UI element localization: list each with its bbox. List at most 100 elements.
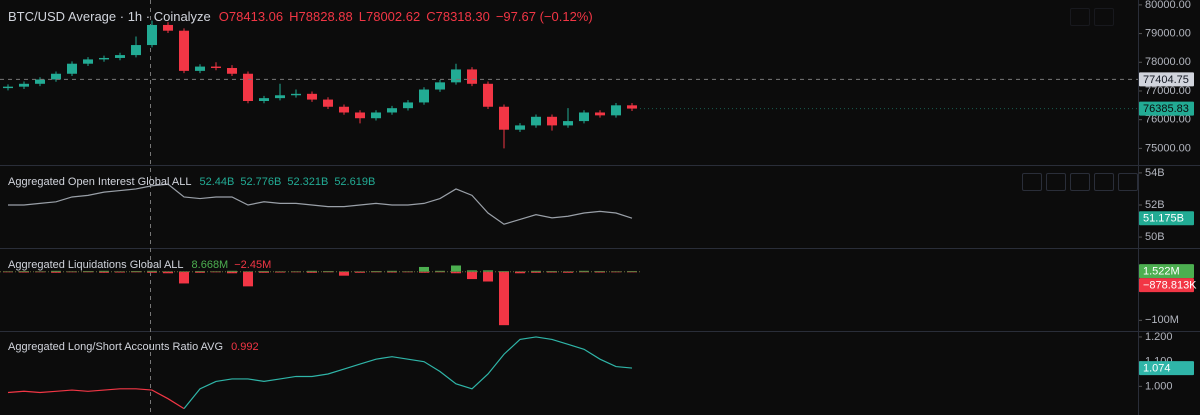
bar (339, 271, 349, 276)
y-tick-label: 1.200 (1145, 331, 1173, 343)
toolbar-button[interactable] (1118, 173, 1138, 191)
candle-body (387, 108, 397, 113)
price-tag-bg (1139, 101, 1194, 116)
candle-body (563, 121, 573, 126)
bar (227, 271, 237, 274)
y-tick-label: −100M (1145, 314, 1179, 326)
candle-body (611, 105, 621, 116)
bar (483, 271, 493, 282)
price-tag: 1.074 (1143, 362, 1171, 374)
price-tag-bg (1139, 361, 1194, 376)
pane-toolbar[interactable] (1022, 173, 1138, 191)
candle-body (163, 24, 173, 31)
toolbar-button[interactable] (1046, 173, 1066, 191)
pane-header: Aggregated Long/Short Accounts Ratio AVG… (8, 341, 259, 353)
pane-header: BTC/USD Average · 1h · Coinalyze O78413.0… (8, 9, 593, 24)
price-tag: 76385.83 (1143, 103, 1189, 115)
candle-body (243, 73, 253, 102)
candle-body (3, 86, 13, 89)
candle-body (419, 89, 429, 103)
y-tick-label: 50B (1145, 231, 1165, 243)
plot (8, 183, 633, 225)
legend-value: 52.619B (334, 176, 376, 188)
y-tick-label: 77000.00 (1145, 85, 1191, 97)
candle-body (147, 24, 157, 46)
candle-body (435, 82, 445, 90)
price-tag-bg (1139, 264, 1194, 279)
bar (515, 271, 525, 274)
legend-value: O78413.06 (218, 9, 284, 24)
legend-value: 0.992 (231, 341, 259, 353)
pane-header: Aggregated Liquidations Global ALL 8.668M… (8, 259, 271, 271)
candle-body (467, 69, 477, 84)
candle-body (51, 73, 61, 80)
bar (387, 271, 397, 273)
bar (3, 271, 13, 272)
pane-header: Aggregated Open Interest Global ALL 52.44… (8, 176, 375, 188)
bar (451, 265, 461, 272)
series-line (8, 183, 633, 225)
bar (483, 270, 493, 272)
legend-value: 52.321B (287, 176, 329, 188)
candle-body (291, 93, 301, 96)
pane-title: Aggregated Liquidations Global ALL (8, 259, 184, 271)
legend-value: 52.776B (240, 176, 282, 188)
y-tick-label: 76000.00 (1145, 114, 1191, 126)
pane-toolbar[interactable] (1070, 8, 1114, 26)
candle-body (355, 112, 365, 119)
candle-body (323, 99, 333, 107)
bar (99, 270, 109, 272)
bar (147, 270, 157, 272)
candle-body (499, 106, 509, 130)
candle-body (211, 66, 221, 69)
candle-body (595, 112, 605, 116)
bar (627, 271, 637, 273)
toolbar-button[interactable] (1022, 173, 1042, 191)
candle-body (115, 55, 125, 58)
series-line (183, 336, 633, 409)
legend-value: −97.67 (−0.12%) (495, 9, 593, 24)
bar (99, 271, 109, 273)
bar (243, 271, 253, 287)
bar (435, 271, 445, 273)
candle-body (195, 66, 205, 71)
price-tag: 51.175B (1143, 213, 1184, 225)
price-tag: −878.813K (1143, 279, 1197, 291)
bar (339, 271, 349, 272)
plot (3, 265, 637, 326)
candle-body (227, 68, 237, 74)
candle-body (451, 69, 461, 83)
legend-value: L78002.62 (358, 9, 421, 24)
legend-value: 52.44B (199, 176, 235, 188)
bar (51, 270, 61, 272)
y-tick-label: 1.000 (1145, 380, 1173, 392)
candle-body (307, 93, 317, 100)
pane-title: Aggregated Open Interest Global ALL (8, 176, 192, 188)
bar (291, 271, 301, 272)
pane-title: Aggregated Long/Short Accounts Ratio AVG (8, 341, 224, 353)
candle-body (371, 112, 381, 119)
y-tick-label: 75000.00 (1145, 142, 1191, 154)
pane-title: BTC/USD Average · 1h · Coinalyze (8, 9, 211, 24)
bar (467, 271, 477, 280)
toolbar-button[interactable] (1094, 8, 1114, 26)
bar (627, 271, 637, 272)
candle-body (179, 30, 189, 71)
price-tag: 1.522M (1143, 265, 1180, 277)
bar (243, 271, 253, 272)
bar (147, 271, 157, 273)
toolbar-button[interactable] (1070, 8, 1090, 26)
legend-value: 8.668M (191, 259, 229, 271)
bar (195, 271, 205, 272)
candle-body (35, 79, 45, 84)
candle-body (547, 116, 557, 126)
y-tick-label: 52B (1145, 199, 1165, 211)
bar (531, 271, 541, 273)
toolbar-button[interactable] (1094, 173, 1114, 191)
bar (579, 270, 589, 272)
price-tag-bg (1139, 211, 1194, 226)
y-tick-label: 80000.00 (1145, 0, 1191, 11)
toolbar-button[interactable] (1070, 173, 1090, 191)
